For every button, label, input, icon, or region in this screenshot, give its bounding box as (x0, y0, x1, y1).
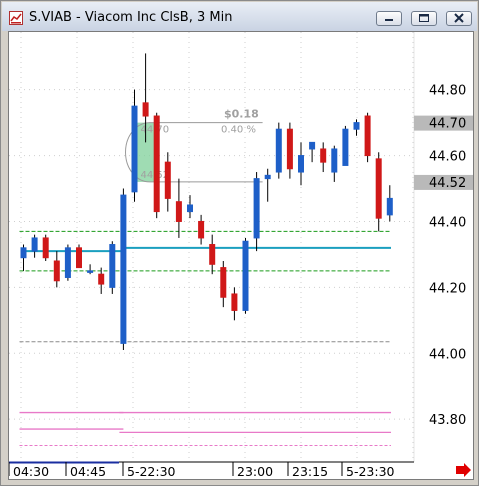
candle-up (64, 247, 71, 278)
price-tick-label: 44.40 (429, 215, 466, 230)
candle-down (231, 293, 238, 311)
title-bar[interactable]: S.VIAB - Viacom Inc ClsB, 3 Min (2, 2, 477, 31)
candle-up (31, 237, 38, 252)
candle-up (120, 194, 127, 344)
candle-down (364, 115, 371, 157)
maximize-icon (419, 14, 429, 22)
candle-up (342, 128, 349, 166)
candle-down (220, 267, 227, 298)
maximize-button[interactable] (411, 11, 437, 26)
minimize-button[interactable] (376, 11, 402, 26)
price-marker-label: 44.70 (429, 117, 466, 132)
price-axis-background (414, 32, 473, 462)
candle-down (320, 148, 327, 163)
candle-down (98, 273, 105, 285)
candle-down (153, 115, 160, 213)
close-button[interactable] (446, 11, 472, 26)
candle-down (286, 128, 293, 170)
price-marker (414, 174, 473, 190)
time-axis[interactable]: 04:30 04:45 5-22:30 23:00 23:15 5-23:30 (8, 461, 473, 479)
measure-percent-label: 0.40 % (221, 125, 256, 136)
candle-down (175, 201, 182, 222)
candle-down (375, 158, 382, 219)
time-tick-label: 04:30 (13, 464, 49, 479)
scroll-right-arrow-icon[interactable] (456, 463, 471, 477)
time-axis-background (9, 462, 473, 479)
candles (20, 53, 393, 350)
chart-app-icon (9, 11, 23, 25)
time-tick-label: 5-23:30 (346, 464, 395, 479)
candle-up (253, 178, 260, 239)
measure-highlight (135, 122, 157, 182)
candle-up (298, 155, 304, 173)
time-tick-label: 04:45 (70, 464, 106, 479)
candle-up (264, 174, 271, 180)
price-axis[interactable]: 44.80 44.60 44.40 44.20 44.00 43.80 44.70 44.52 (413, 32, 473, 462)
candle-down (42, 237, 49, 259)
candle-down (53, 260, 60, 282)
window-title: S.VIAB - Viacom Inc ClsB, 3 Min (29, 10, 233, 25)
candle-down (209, 244, 216, 265)
time-tick-label: 5-22:30 (127, 464, 176, 479)
price-tick-label: 43.80 (429, 413, 466, 428)
candle-up (275, 128, 282, 173)
candle-up (331, 148, 338, 173)
price-marker (414, 115, 473, 131)
price-tick-label: 44.60 (429, 150, 466, 165)
measure-change-label: $0.18 (224, 108, 259, 121)
minimize-icon (385, 19, 393, 21)
time-tick-label: 23:15 (292, 464, 328, 479)
time-tick-label: 23:00 (237, 464, 273, 479)
candle-up (87, 270, 94, 273)
candle-up (20, 247, 27, 259)
candle-up (131, 105, 138, 193)
price-tick-label: 44.00 (429, 347, 466, 362)
candle-down (198, 220, 205, 239)
candle-up (309, 141, 316, 150)
candle-up (242, 240, 249, 311)
price-marker-label: 44.52 (429, 176, 466, 191)
price-tick-label: 44.80 (429, 84, 466, 99)
candle-down (142, 102, 149, 117)
candle-up (353, 122, 360, 130)
candle-down (164, 161, 171, 199)
close-icon (454, 13, 464, 23)
candle-down (76, 247, 82, 269)
candle-up (187, 204, 193, 213)
price-tick-label: 44.20 (429, 281, 466, 296)
candle-up (386, 197, 393, 216)
candle-up (109, 244, 116, 288)
